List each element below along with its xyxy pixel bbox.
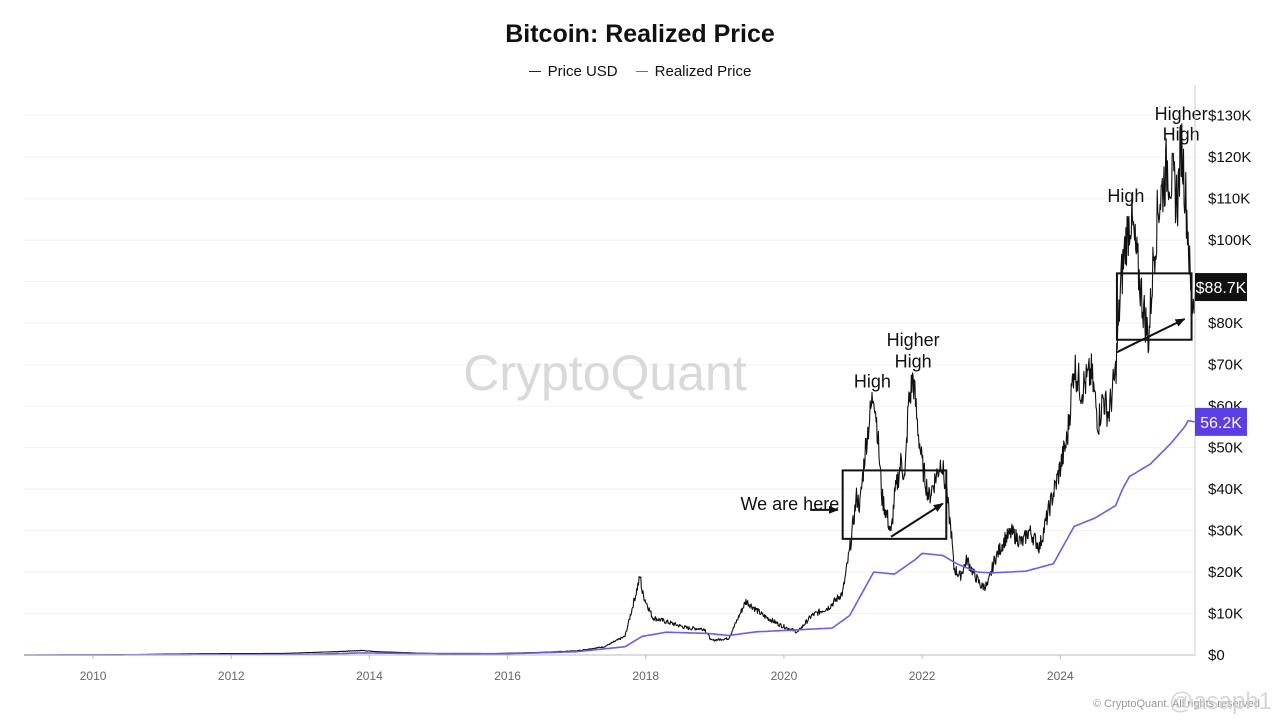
current-price-tag: $88.7K (1196, 280, 1247, 297)
legend-entry-realized[interactable]: Realized Price (635, 63, 752, 80)
series-line-price (24, 123, 1196, 656)
arrow-trend-2021 (890, 502, 944, 538)
zone-box-2025 (1115, 272, 1193, 341)
y-tick-label: $110K (1208, 191, 1250, 208)
y-tick-label: $30K (1208, 523, 1243, 540)
x-tick-label: 2018 (632, 669, 659, 683)
annotation-higher: Higher (1155, 104, 1208, 124)
annotation-we-are-here: We are here (740, 494, 839, 514)
y-tick-label: $40K (1208, 481, 1243, 498)
legend-label-realized: Realized Price (654, 63, 752, 80)
y-tick-label: $50K (1208, 440, 1243, 457)
legend-label-price: Price USD (547, 63, 618, 80)
y-tick-label: $100K (1208, 232, 1251, 249)
x-tick-label: 2022 (909, 669, 936, 683)
copyright-footer: © CryptoQuant. All rights reserved (1092, 698, 1260, 710)
annotation-high: High (854, 371, 891, 391)
annotation-high: High (1163, 125, 1200, 145)
legend-swatch-price (528, 71, 541, 72)
current-price-tag-bg (1195, 273, 1247, 302)
x-tick-label: 2016 (494, 669, 521, 683)
legend: Price USD Realized Price (0, 63, 1280, 80)
x-tick-label: 2014 (356, 669, 383, 683)
current-realized-tag: 56.2K (1200, 415, 1242, 432)
y-tick-label: $120K (1208, 149, 1251, 166)
y-tick-label: $20K (1208, 564, 1243, 581)
current-realized-tag-bg (1195, 407, 1247, 436)
y-tick-label: $70K (1208, 357, 1243, 374)
x-tick-label: 2024 (1047, 669, 1074, 683)
x-tick-label: 2010 (80, 669, 107, 683)
x-tick-label: 2020 (771, 669, 798, 683)
legend-swatch-realized (635, 71, 648, 72)
y-tick-label: $0 (1208, 647, 1225, 664)
author-handle: @asaph1 (1168, 688, 1272, 715)
x-tick-label: 2012 (218, 669, 245, 683)
zone-box-2021 (841, 469, 948, 540)
y-tick-label: $80K (1208, 315, 1243, 332)
annotation-higher: Higher (887, 330, 940, 350)
y-tick-label: $130K (1208, 108, 1251, 125)
watermark: CryptoQuant (463, 345, 747, 401)
annotation-high: High (1107, 186, 1144, 206)
legend-entry-price[interactable]: Price USD (528, 63, 618, 80)
y-tick-label: $10K (1208, 606, 1243, 623)
annotation-high: High (895, 352, 932, 372)
arrow-trend-2025 (1116, 318, 1186, 354)
chart-title: Bitcoin: Realized Price (505, 20, 775, 48)
